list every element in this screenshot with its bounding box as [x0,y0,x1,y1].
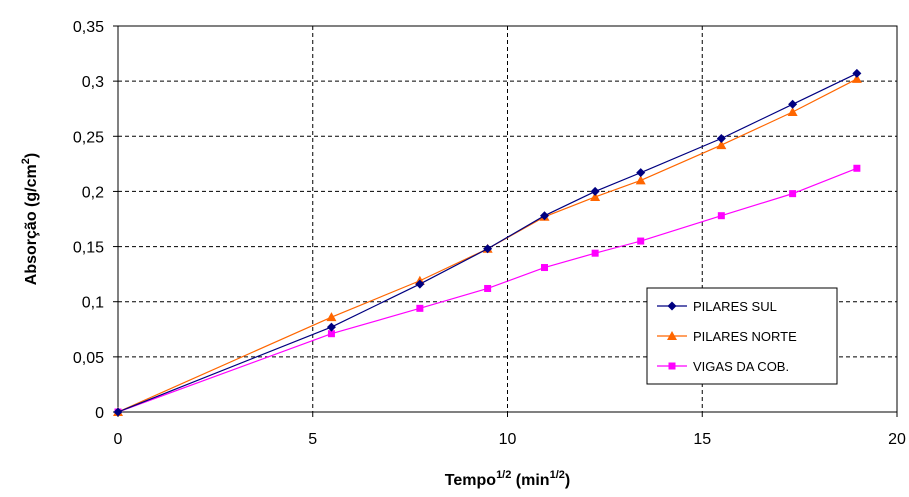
data-point [789,190,797,198]
x-axis-title: Tempo1/2 (min1/2) [445,469,570,489]
y-tick-label: 0,3 [82,74,104,91]
data-point [541,264,549,272]
series-line [117,72,858,413]
data-point [716,140,727,150]
data-point [717,212,725,220]
series-line [117,167,858,413]
legend-marker [667,301,677,311]
data-point [637,237,645,245]
y-axis-title: Absorção (g/cm2) [20,153,40,285]
x-tick-label: 0 [114,431,123,448]
series-pilares-sul [113,68,862,417]
y-tick-label: 0,2 [82,184,104,201]
data-point [636,168,646,178]
y-tick-label: 0,05 [73,350,104,367]
data-point [851,73,862,83]
data-point [326,312,337,322]
y-tick-label: 0,1 [82,295,104,312]
data-point [788,99,798,109]
data-point [590,186,600,196]
series-line [117,78,858,413]
data-point [787,107,798,117]
data-point [591,249,599,257]
x-tick-label: 15 [693,431,711,448]
data-point [416,304,424,312]
y-tick-label: 0,35 [73,19,104,36]
y-tick-label: 0,15 [73,240,104,257]
legend-item: PILARES NORTE [657,329,797,344]
legend-item: VIGAS DA COB. [657,359,789,374]
x-tick-label: 20 [888,431,906,448]
legend-label: VIGAS DA COB. [693,359,789,374]
legend-label: PILARES SUL [693,299,777,314]
data-point [853,164,861,172]
legend: PILARES SUL PILARES NORTE VIGAS DA COB. [646,287,838,385]
data-point [415,279,425,289]
legend-item: PILARES SUL [657,299,777,314]
y-tick-label: 0 [95,405,104,422]
x-tick-label: 5 [308,431,317,448]
data-point [590,191,601,201]
data-point [540,211,550,221]
data-point [113,407,123,417]
data-point [716,133,726,143]
x-tick-label: 10 [499,431,517,448]
tick-labels: 0 0,05 0,1 0,15 0,2 0,25 0,3 0,35 0 5 10 15 20 [73,19,906,448]
grid [118,26,897,412]
data-point [852,68,862,78]
data-point [483,244,493,254]
data-point [327,330,335,338]
data-point [484,284,492,292]
legend-marker [668,362,676,370]
series [113,68,862,417]
y-tick-label: 0,25 [73,129,104,146]
data-point [635,175,646,185]
data-point [326,322,336,332]
legend-label: PILARES NORTE [693,329,797,344]
legend-marker [667,331,677,340]
